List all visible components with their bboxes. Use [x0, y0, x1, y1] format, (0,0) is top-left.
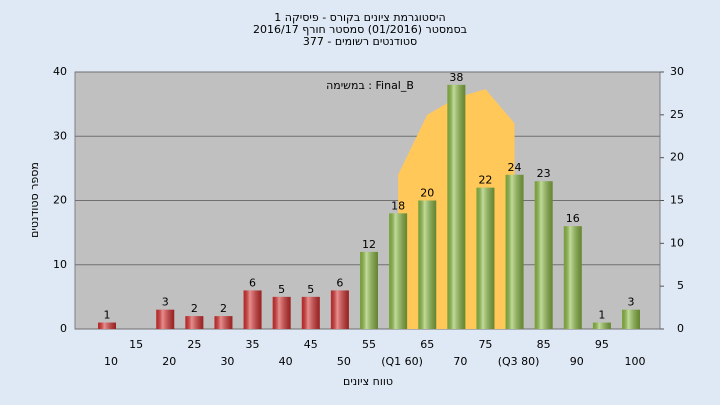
- x-tick-label: 75: [478, 338, 492, 351]
- bar-shade: [418, 200, 437, 329]
- y-tick-label: 40: [53, 65, 67, 78]
- chart-subtitle: בסמסטר (01/2016) סמסטר חורף 2016/17: [253, 23, 467, 36]
- bar-shade: [447, 84, 466, 329]
- x-tick-label: 20: [162, 355, 176, 368]
- bar-shade: [563, 226, 582, 329]
- chart-subtitle: סטודנטים רשומים - 377: [303, 35, 417, 48]
- x-tick-label: 40: [279, 355, 293, 368]
- value-label: 24: [508, 161, 522, 174]
- x-tick-label: 90: [570, 355, 584, 368]
- x-tick-label: 50: [337, 355, 351, 368]
- value-label: 20: [420, 187, 434, 200]
- value-label: 5: [307, 283, 314, 296]
- y2-tick-label: 20: [670, 151, 684, 164]
- value-label: 1: [598, 309, 605, 322]
- x-tick-label: (Q1 60): [381, 355, 423, 368]
- x-tick-label: 15: [129, 338, 143, 351]
- value-label: 3: [628, 296, 635, 309]
- value-label: 6: [336, 276, 343, 289]
- chart-title: היסטוגרמת ציונים בקורס - פיסיקה 1: [274, 11, 445, 24]
- y-tick-label: 0: [60, 322, 67, 335]
- value-label: 2: [220, 302, 227, 315]
- x-tick-label: 65: [420, 338, 434, 351]
- bar-shade: [476, 187, 495, 329]
- x-tick-label: 35: [246, 338, 260, 351]
- value-label: 22: [478, 174, 492, 187]
- x-tick-label: 55: [362, 338, 376, 351]
- bar-shade: [243, 290, 262, 329]
- value-label: 12: [362, 238, 376, 251]
- value-label: 38: [449, 71, 463, 84]
- bar-shade: [185, 316, 204, 329]
- x-tick-label: 85: [537, 338, 551, 351]
- bar-shade: [592, 322, 611, 329]
- x-tick-label: 10: [104, 355, 118, 368]
- bar-shade: [272, 296, 291, 329]
- value-label: 23: [537, 167, 551, 180]
- y2-tick-label: 10: [670, 236, 684, 249]
- x-tick-label: 45: [304, 338, 318, 351]
- bar-shade: [505, 174, 524, 329]
- value-label: 6: [249, 276, 256, 289]
- y2-tick-label: 0: [677, 322, 684, 335]
- y-axis-label: מספר סטודנטים: [28, 162, 41, 238]
- bar-shade: [214, 316, 233, 329]
- y2-tick-label: 25: [670, 108, 684, 121]
- annotation: במשימה : Final_B: [326, 79, 414, 92]
- x-tick-label: 30: [220, 355, 234, 368]
- y2-tick-label: 30: [670, 65, 684, 78]
- y-tick-label: 30: [53, 129, 67, 142]
- bar-shade: [330, 290, 349, 329]
- x-tick-label: 70: [453, 355, 467, 368]
- y2-tick-label: 15: [670, 194, 684, 207]
- value-label: 2: [191, 302, 198, 315]
- x-axis-label: טווח ציונים: [343, 375, 393, 388]
- x-tick-label: 25: [187, 338, 201, 351]
- y2-tick-label: 5: [677, 279, 684, 292]
- bar-shade: [389, 213, 408, 329]
- value-label: 18: [391, 199, 405, 212]
- value-label: 16: [566, 212, 580, 225]
- value-label: 3: [162, 296, 169, 309]
- bar-shade: [156, 309, 175, 329]
- value-label: 1: [104, 309, 111, 322]
- y-tick-label: 10: [53, 258, 67, 271]
- x-tick-label: (Q3 80): [498, 355, 540, 368]
- x-tick-label: 95: [595, 338, 609, 351]
- bar-shade: [360, 251, 378, 329]
- x-tick-label: 100: [625, 355, 646, 368]
- bar-shade: [622, 309, 640, 329]
- bar-shade: [534, 181, 553, 329]
- bar-shade: [301, 296, 320, 329]
- y-tick-label: 20: [53, 194, 67, 207]
- value-label: 5: [278, 283, 285, 296]
- bar-shade: [98, 322, 116, 329]
